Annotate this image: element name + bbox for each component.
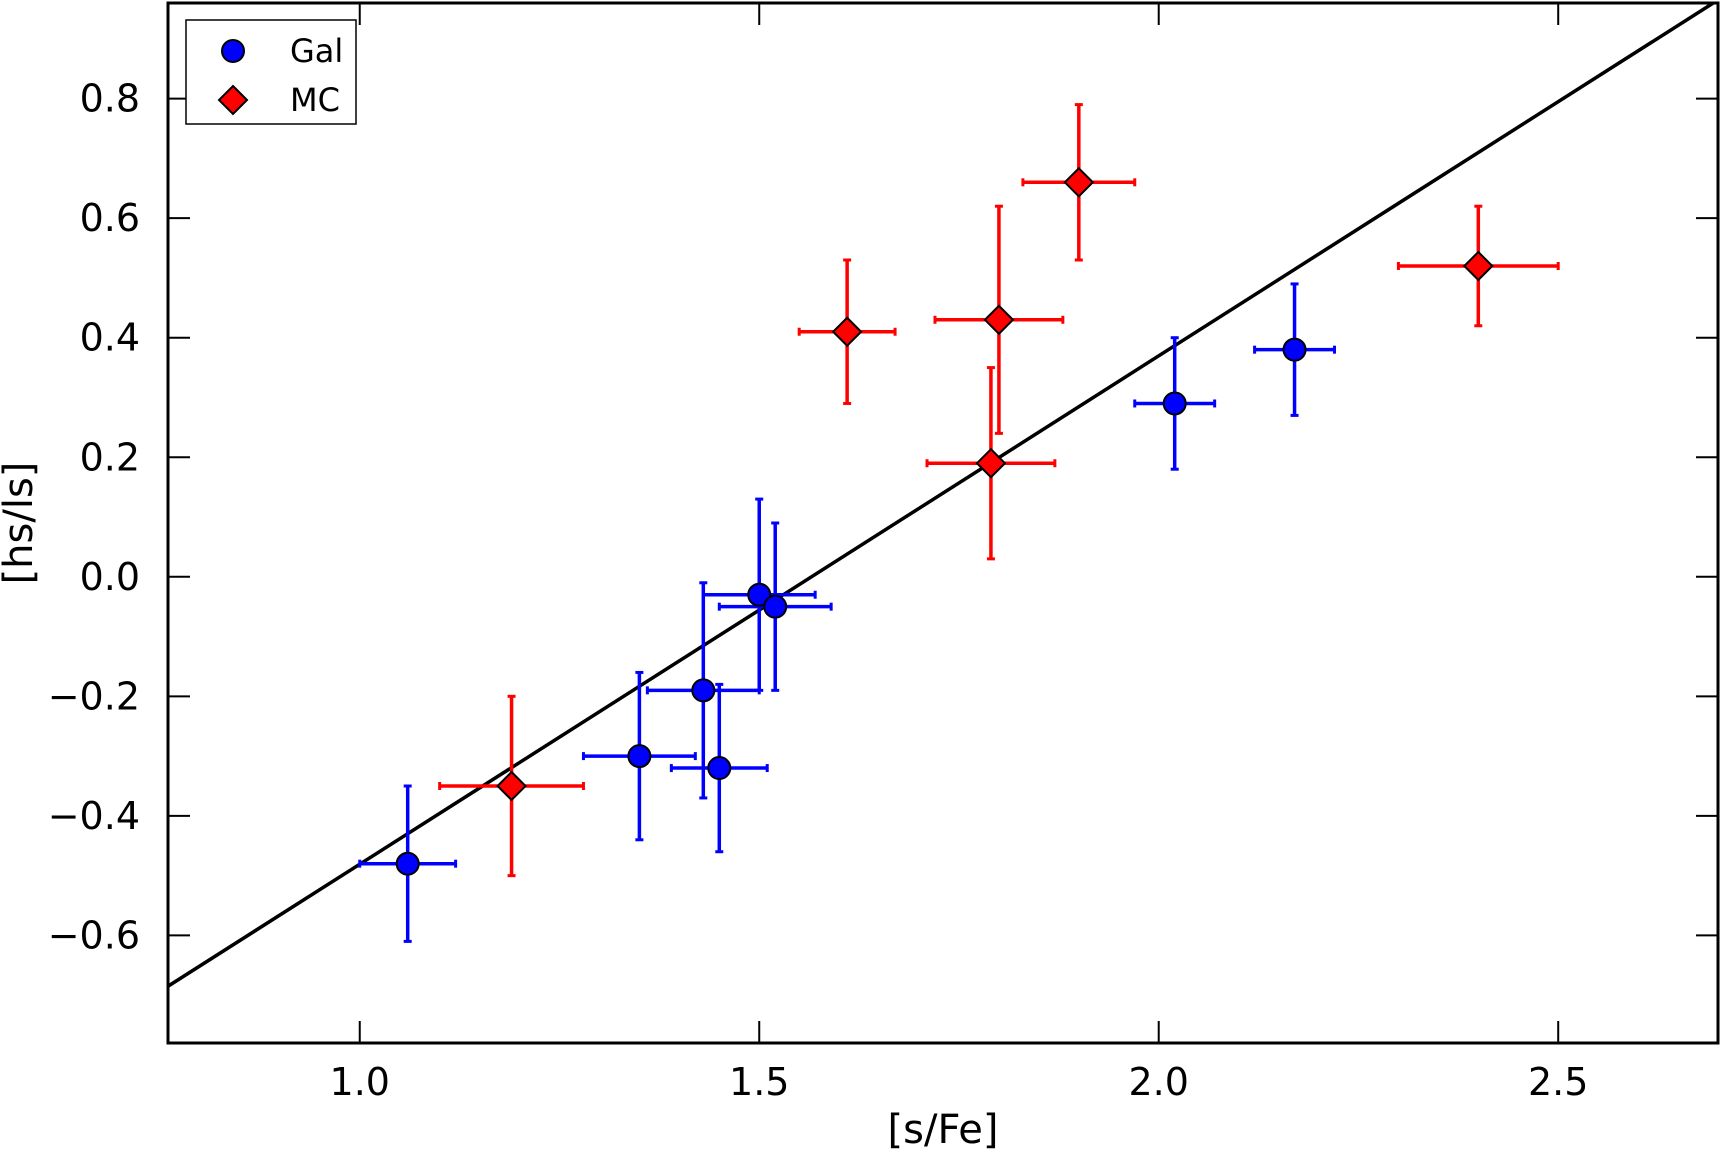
gal-data-point	[1162, 391, 1187, 416]
marker-layer	[395, 166, 1494, 876]
fit-line	[168, 3, 1717, 988]
y-tick-label: 0.6	[80, 196, 140, 240]
y-tick-label: 0.8	[80, 77, 140, 121]
gal-data-point	[627, 744, 652, 769]
mc-data-point	[496, 770, 527, 802]
y-axis-label: [hs/ls]	[0, 462, 42, 585]
tick-layer: 1.0 1.5 2.0 2.5 −0.6 −0.4 −0.2 0.0 0.2 0.4 0.6 0.8	[48, 3, 1718, 1104]
legend-label-gal: Gal	[290, 32, 343, 70]
y-tick-label: −0.6	[48, 913, 140, 957]
legend: Gal MC	[185, 19, 357, 125]
mc-data-point	[831, 316, 863, 348]
x-axis-label: [s/Fe]	[888, 1107, 999, 1151]
x-tick-label: 2.0	[1129, 1060, 1189, 1104]
x-tick-label: 1.5	[729, 1060, 789, 1104]
gal-data-point	[707, 756, 732, 781]
mc-data-point	[1462, 250, 1494, 282]
y-tick-label: −0.4	[48, 794, 140, 838]
mc-data-point	[983, 304, 1015, 336]
gal-data-point	[691, 678, 716, 703]
plot-frame	[166, 1, 1720, 1045]
y-tick-label: 0.2	[80, 435, 140, 479]
gal-data-point	[1282, 337, 1307, 362]
legend-marker-gal	[221, 39, 245, 63]
fit-line-layer	[168, 3, 1717, 988]
y-tick-label: 0.0	[80, 555, 140, 599]
gal-data-point	[747, 582, 772, 607]
error-bar-layer	[358, 103, 1560, 943]
x-tick-label: 2.5	[1528, 1060, 1588, 1104]
legend-marker-mc	[217, 84, 249, 116]
x-tick-label: 1.0	[330, 1060, 390, 1104]
legend-label-mc: MC	[290, 81, 340, 119]
legend-box	[185, 19, 357, 125]
y-tick-label: −0.2	[48, 674, 140, 718]
gal-data-point	[763, 594, 788, 619]
mc-data-point	[1063, 166, 1095, 198]
y-tick-label: 0.4	[80, 316, 140, 360]
gal-data-point	[395, 851, 420, 876]
mc-data-point	[975, 447, 1007, 479]
